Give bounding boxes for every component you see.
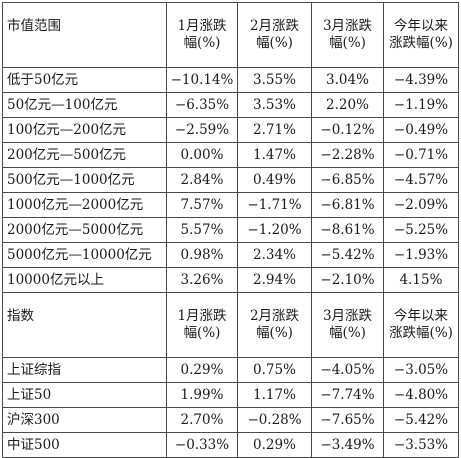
row-label: 5000亿元—10000亿元 — [2, 242, 167, 268]
cell-feb: 3.53% — [237, 92, 312, 118]
cell-feb: 1.17% — [237, 382, 312, 408]
header-ytd-change: 今年以来 涨跌幅(%) — [383, 2, 459, 68]
cell-mar: −6.81% — [311, 192, 384, 218]
header-jan-change: 1月涨跌 幅(%) — [166, 2, 238, 68]
table-row: 10000亿元以上 3.26% 2.94% −2.10% 4.15% — [2, 267, 459, 293]
cell-ytd: −1.93% — [383, 242, 459, 268]
cell-mar: −6.85% — [311, 167, 384, 193]
cell-jan: 0.00% — [166, 142, 238, 168]
index-header-label: 指数 — [2, 292, 167, 358]
cell-jan: −2.59% — [166, 117, 238, 143]
cell-feb: −1.71% — [237, 192, 312, 218]
table-row: 低于50亿元 −10.14% 3.55% 3.04% −4.39% — [2, 67, 459, 93]
row-label: 100亿元—200亿元 — [2, 117, 167, 143]
row-label: 中证500 — [2, 432, 167, 458]
cell-feb: 2.71% — [237, 117, 312, 143]
table-row: 200亿元—500亿元 0.00% 1.47% −2.28% −0.71% — [2, 142, 459, 168]
row-label: 1000亿元—2000亿元 — [2, 192, 167, 218]
cell-ytd: −4.39% — [383, 67, 459, 93]
cell-ytd: −0.49% — [383, 117, 459, 143]
cell-jan: 3.26% — [166, 267, 238, 293]
header-jan-change: 1月涨跌 幅(%) — [166, 292, 238, 358]
row-label: 2000亿元—5000亿元 — [2, 217, 167, 243]
header-ytd-change: 今年以来 涨跌幅(%) — [383, 292, 459, 358]
cell-jan: 2.84% — [166, 167, 238, 193]
cell-ytd: 4.15% — [383, 267, 459, 293]
cell-ytd: −5.25% — [383, 217, 459, 243]
cell-ytd: −4.57% — [383, 167, 459, 193]
table-row: 500亿元—1000亿元 2.84% 0.49% −6.85% −4.57% — [2, 167, 459, 193]
row-label: 沪深300 — [2, 407, 167, 433]
cell-feb: 0.75% — [237, 357, 312, 383]
cell-mar: 2.20% — [311, 92, 384, 118]
cell-mar: −8.61% — [311, 217, 384, 243]
cell-mar: −2.28% — [311, 142, 384, 168]
cell-ytd: −1.19% — [383, 92, 459, 118]
cell-ytd: −4.80% — [383, 382, 459, 408]
cell-ytd: −2.09% — [383, 192, 459, 218]
cell-ytd: −3.53% — [383, 432, 459, 458]
header-feb-change: 2月涨跌 幅(%) — [237, 292, 312, 358]
cell-feb: −1.20% — [237, 217, 312, 243]
header-mar-change: 3月涨跌 幅(%) — [311, 292, 384, 358]
index-header-row: 指数 1月涨跌 幅(%) 2月涨跌 幅(%) 3月涨跌 幅(%) 今年以来 涨跌幅(%) — [2, 292, 459, 358]
row-label: 上证综指 — [2, 357, 167, 383]
cell-mar: −4.05% — [311, 357, 384, 383]
table-row: 中证500 −0.33% 0.29% −3.49% −3.53% — [2, 432, 459, 458]
table-row: 沪深300 2.70% −0.28% −7.65% −5.42% — [2, 407, 459, 433]
cell-mar: −5.42% — [311, 242, 384, 268]
cell-jan: 0.98% — [166, 242, 238, 268]
cell-mar: −0.12% — [311, 117, 384, 143]
row-label: 50亿元—100亿元 — [2, 92, 167, 118]
cell-ytd: −0.71% — [383, 142, 459, 168]
cell-mar: −3.49% — [311, 432, 384, 458]
market-cap-header-row: 市值范围 1月涨跌 幅(%) 2月涨跌 幅(%) 3月涨跌 幅(%) 今年以来 涨跌幅(… — [2, 2, 459, 68]
table-row: 2000亿元—5000亿元 5.57% −1.20% −8.61% −5.25% — [2, 217, 459, 243]
cell-jan: −6.35% — [166, 92, 238, 118]
row-label: 上证50 — [2, 382, 167, 408]
table-row: 100亿元—200亿元 −2.59% 2.71% −0.12% −0.49% — [2, 117, 459, 143]
cell-feb: 1.47% — [237, 142, 312, 168]
cell-ytd: −5.42% — [383, 407, 459, 433]
cell-jan: −10.14% — [166, 67, 238, 93]
table-row: 1000亿元—2000亿元 7.57% −1.71% −6.81% −2.09% — [2, 192, 459, 218]
cell-jan: 1.99% — [166, 382, 238, 408]
row-label: 低于50亿元 — [2, 67, 167, 93]
cell-jan: −0.33% — [166, 432, 238, 458]
cell-feb: 0.29% — [237, 432, 312, 458]
row-label: 10000亿元以上 — [2, 267, 167, 293]
cell-feb: 2.94% — [237, 267, 312, 293]
cell-jan: 2.70% — [166, 407, 238, 433]
row-label: 200亿元—500亿元 — [2, 142, 167, 168]
cell-feb: 3.55% — [237, 67, 312, 93]
table-row: 上证综指 0.29% 0.75% −4.05% −3.05% — [2, 357, 459, 383]
table-row: 上证50 1.99% 1.17% −7.74% −4.80% — [2, 382, 459, 408]
row-label: 500亿元—1000亿元 — [2, 167, 167, 193]
cell-feb: 2.34% — [237, 242, 312, 268]
cell-ytd: −3.05% — [383, 357, 459, 383]
header-mar-change: 3月涨跌 幅(%) — [311, 2, 384, 68]
cell-feb: −0.28% — [237, 407, 312, 433]
cell-feb: 0.49% — [237, 167, 312, 193]
header-feb-change: 2月涨跌 幅(%) — [237, 2, 312, 68]
cell-jan: 7.57% — [166, 192, 238, 218]
cell-mar: −7.74% — [311, 382, 384, 408]
table-row: 5000亿元—10000亿元 0.98% 2.34% −5.42% −1.93% — [2, 242, 459, 268]
cell-mar: −7.65% — [311, 407, 384, 433]
cell-jan: 5.57% — [166, 217, 238, 243]
market-cap-header-label: 市值范围 — [2, 2, 167, 68]
table-row: 50亿元—100亿元 −6.35% 3.53% 2.20% −1.19% — [2, 92, 459, 118]
cell-mar: 3.04% — [311, 67, 384, 93]
cell-jan: 0.29% — [166, 357, 238, 383]
cell-mar: −2.10% — [311, 267, 384, 293]
